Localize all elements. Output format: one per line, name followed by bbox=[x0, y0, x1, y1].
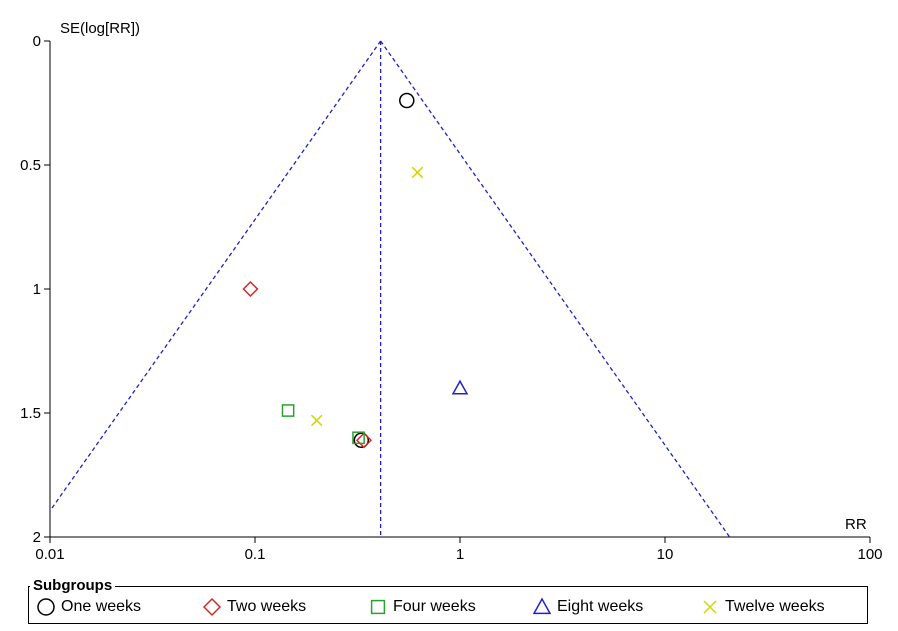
funnel-right-line bbox=[380, 40, 731, 538]
y-tick-label: 0.5 bbox=[20, 157, 41, 174]
point-two-weeks bbox=[355, 432, 373, 449]
legend-label: Twelve weeks bbox=[725, 598, 825, 615]
legend-label: One weeks bbox=[61, 598, 142, 615]
point-two-weeks bbox=[242, 280, 259, 298]
triangle-icon bbox=[532, 597, 552, 615]
legend-label: Eight weeks bbox=[557, 598, 644, 615]
funnel-left-line bbox=[49, 40, 382, 512]
point-one-weeks bbox=[353, 432, 370, 449]
x-stroke bbox=[703, 600, 717, 614]
point-one-weeks bbox=[399, 92, 415, 109]
x-tick-label: 100 bbox=[857, 546, 882, 563]
circle-icon bbox=[37, 598, 55, 616]
legend-item-one-weeks: One weeks bbox=[36, 597, 141, 617]
y-axis-title: SE(log[RR]) bbox=[60, 20, 141, 37]
legend-box bbox=[28, 586, 868, 624]
data-points bbox=[242, 92, 469, 449]
legend-marker bbox=[37, 598, 55, 616]
x-tick-label: 1 bbox=[456, 546, 464, 563]
legend-title: Subgroups bbox=[30, 577, 116, 594]
diamond-icon bbox=[202, 597, 222, 617]
legend-marker bbox=[703, 600, 717, 614]
y-tick-label: 2 bbox=[33, 529, 41, 546]
legend-marker bbox=[202, 597, 222, 617]
y-tick-label: 0 bbox=[33, 33, 41, 50]
legend-item-four-weeks: Four weeks bbox=[368, 597, 476, 617]
x-tick-label: 0.01 bbox=[35, 546, 64, 563]
y-tick-label: 1 bbox=[33, 281, 41, 298]
y-tick-label: 1.5 bbox=[20, 405, 41, 422]
x-stroke bbox=[310, 414, 323, 427]
x-icon bbox=[703, 600, 717, 614]
square-icon bbox=[370, 599, 386, 615]
axes: 0 0.5 1 1.5 20.01 0.1 1 10 100 bbox=[20, 33, 882, 563]
legend-item-eight-weeks: Eight weeks bbox=[532, 597, 643, 617]
funnel-plot: 0 0.5 1 1.5 20.01 0.1 1 10 100 bbox=[20, 33, 882, 563]
legend-marker bbox=[370, 599, 386, 615]
point-eight-weeks bbox=[451, 379, 469, 395]
legend-label: Four weeks bbox=[393, 598, 476, 615]
legend-label: Two weeks bbox=[227, 598, 307, 615]
x-tick-label: 0.1 bbox=[245, 546, 266, 563]
point-twelve-weeks bbox=[411, 166, 424, 179]
point-four-weeks bbox=[352, 431, 365, 445]
funnel-lines bbox=[49, 40, 731, 538]
legend-item-two-weeks: Two weeks bbox=[202, 597, 306, 617]
point-twelve-weeks bbox=[310, 414, 323, 427]
point-four-weeks bbox=[281, 404, 295, 417]
x-axis-title: RR bbox=[845, 516, 867, 533]
legend-item-twelve-weeks: Twelve weeks bbox=[700, 597, 825, 617]
x-stroke bbox=[411, 166, 424, 179]
x-tick-label: 10 bbox=[657, 546, 674, 563]
legend-marker bbox=[532, 597, 552, 615]
